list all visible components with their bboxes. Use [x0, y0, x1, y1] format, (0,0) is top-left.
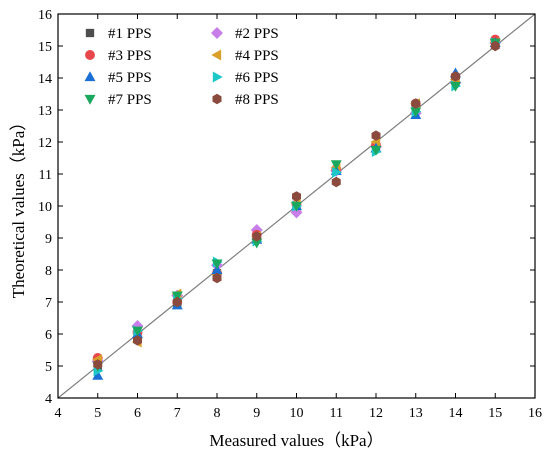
legend-marker	[212, 93, 222, 105]
legend-label: #1 PPS	[108, 26, 152, 42]
y-tick-label: 5	[45, 360, 52, 375]
y-tick-label: 6	[45, 328, 52, 343]
data-point	[132, 326, 143, 337]
x-axis-title: Measured values（kPa）	[209, 431, 383, 450]
x-tick-label: 5	[94, 406, 101, 421]
data-point	[411, 98, 421, 109]
y-tick-label: 13	[38, 104, 52, 119]
legend-label: #8 PPS	[235, 92, 279, 108]
y-tick-label: 16	[38, 8, 52, 23]
data-point	[370, 145, 382, 156]
x-tick-label: 16	[528, 406, 542, 421]
legend-marker	[212, 71, 223, 83]
y-tick-label: 12	[38, 136, 52, 151]
y-tick-label: 8	[45, 264, 52, 279]
plot-area	[57, 13, 536, 399]
data-point	[172, 296, 182, 308]
legend-label: #2 PPS	[235, 26, 279, 42]
data-point	[450, 81, 461, 92]
x-tick-label: 6	[134, 406, 141, 421]
data-point	[212, 272, 222, 284]
data-point	[251, 238, 263, 249]
data-point	[330, 160, 342, 171]
x-tick-label: 14	[449, 406, 463, 421]
data-point	[211, 259, 223, 270]
legend-label: #4 PPS	[235, 48, 279, 64]
x-tick-label: 10	[290, 406, 304, 421]
x-tick-label: 9	[253, 406, 260, 421]
legend-label: #6 PPS	[235, 70, 279, 86]
legend-marker	[84, 71, 96, 82]
y-tick-label: 11	[39, 168, 52, 183]
axes: 4 5 6 7 8 9 10 11 12 13 14 15 16 4 5 6 7 8 9 10 11 12 13 14 15 16	[38, 8, 542, 421]
data-point	[291, 191, 302, 202]
y-tick-label: 15	[38, 40, 52, 55]
y-tick-label: 10	[38, 200, 52, 215]
series-8	[93, 40, 500, 370]
legend-marker	[211, 27, 223, 39]
data-point	[92, 369, 104, 380]
legend-label: #7 PPS	[108, 92, 152, 108]
legend: #1 PPS #2 PPS #3 PPS #4 PPS #5 PPS #6 PPS #7 P…	[84, 26, 279, 108]
data-point	[371, 130, 381, 141]
x-tick-label: 4	[55, 406, 62, 421]
x-tick-label: 7	[174, 406, 181, 421]
x-tick-label: 13	[409, 406, 423, 421]
y-tick-label: 9	[45, 232, 52, 247]
data-point	[132, 335, 143, 346]
data-point	[332, 166, 342, 178]
x-tick-label: 8	[214, 406, 221, 421]
legend-label: #5 PPS	[108, 70, 152, 86]
series-4	[92, 37, 500, 366]
x-tick-label: 11	[330, 406, 343, 421]
data-point	[450, 71, 461, 82]
data-point	[252, 231, 262, 242]
x-tick-label: 12	[369, 406, 383, 421]
data-point	[331, 176, 341, 188]
legend-label: #3 PPS	[108, 48, 152, 64]
legend-marker	[85, 50, 95, 60]
y-tick-label: 4	[45, 392, 52, 407]
y-tick-label: 14	[38, 72, 52, 87]
legend-marker	[211, 49, 222, 61]
data-point	[291, 201, 302, 212]
data-point	[171, 291, 183, 302]
legend-marker	[84, 94, 96, 105]
data-point	[93, 359, 103, 370]
y-tick-label: 7	[45, 296, 52, 311]
legend-marker	[85, 28, 95, 38]
data-point	[410, 107, 422, 118]
x-tick-label: 15	[488, 406, 502, 421]
y-axis-title: Theoretical values（kPa）	[9, 114, 28, 299]
data-point	[490, 40, 500, 52]
